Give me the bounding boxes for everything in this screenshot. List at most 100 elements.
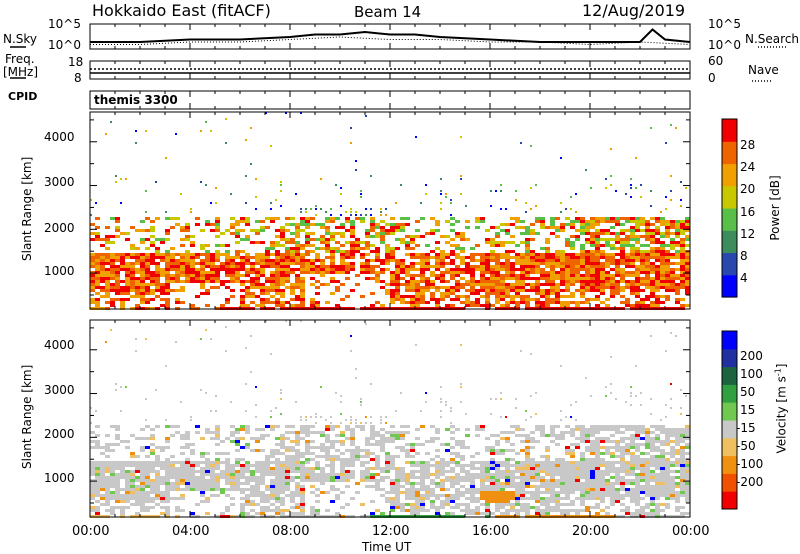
- velocity-cell: [365, 440, 370, 443]
- power-cell: [205, 265, 210, 268]
- power-cell: [175, 223, 180, 226]
- velocity-cell: [175, 479, 180, 482]
- power-cell: [170, 253, 175, 256]
- velocity-cell: [530, 467, 535, 470]
- velocity-cell: [250, 371, 252, 373]
- velocity-cell: [275, 452, 280, 455]
- velocity-cell: [270, 470, 275, 473]
- power-cell: [285, 247, 290, 250]
- power-cell: [625, 244, 630, 247]
- power-cell: [510, 223, 515, 226]
- velocity-cell: [180, 461, 185, 464]
- power-cell: [525, 277, 530, 280]
- velocity-cell: [150, 464, 155, 467]
- velocity-cell: [490, 500, 495, 503]
- velocity-cell: [115, 485, 120, 488]
- power-cell: [685, 223, 690, 226]
- power-cell: [100, 244, 105, 247]
- power-cell: [630, 292, 635, 295]
- power-cell: [245, 286, 250, 289]
- velocity-cell: [525, 467, 530, 470]
- power-cell: [450, 304, 455, 307]
- velocity-cell: [520, 440, 525, 443]
- velocity-cell: [295, 401, 297, 403]
- power-cell: [675, 253, 680, 256]
- velocity-cell: [645, 440, 650, 443]
- power-cell: [565, 262, 570, 265]
- velocity-cell: [665, 464, 670, 467]
- velocity-cell: [450, 467, 455, 470]
- velocity-cell: [445, 494, 450, 497]
- power-cell: [665, 286, 670, 289]
- velocity-cell: [485, 470, 490, 473]
- power-cell: [410, 298, 415, 301]
- velocity-cell: [520, 494, 525, 497]
- velocity-cell: [175, 341, 177, 343]
- power-cell: [625, 274, 630, 277]
- power-cell: [680, 223, 685, 226]
- power-cell: [155, 253, 160, 256]
- power-cell: [200, 259, 205, 262]
- power-cell: [105, 253, 110, 256]
- power-cell: [525, 283, 530, 286]
- power-cell: [130, 265, 135, 268]
- power-cell: [560, 274, 565, 277]
- velocity-cell: [595, 494, 600, 497]
- power-cell: [160, 253, 165, 256]
- velocity-cell: [570, 509, 575, 512]
- velocity-cell: [260, 473, 265, 476]
- velocity-cell: [620, 503, 625, 506]
- velocity-cell: [165, 467, 170, 470]
- velocity-cell: [420, 482, 425, 485]
- velocity-cell: [440, 494, 445, 497]
- power-cell: [655, 289, 660, 292]
- power-cell: [445, 253, 450, 256]
- velocity-cell: [545, 506, 550, 509]
- power-cell: [620, 223, 625, 226]
- power-cell: [500, 241, 505, 244]
- velocity-cell: [685, 437, 690, 440]
- power-cell: [615, 265, 620, 268]
- velocity-cell: [570, 461, 575, 464]
- velocity-cell: [600, 476, 605, 479]
- velocity-cell: [260, 464, 265, 467]
- velocity-cell: [585, 473, 590, 476]
- velocity-cell: [180, 446, 185, 449]
- velocity-cell: [205, 488, 210, 491]
- power-cell: [155, 217, 160, 220]
- velocity-cell: [365, 461, 370, 464]
- velocity-cell: [430, 488, 435, 491]
- power-cell: [255, 232, 260, 235]
- power-cell: [590, 226, 595, 229]
- power-cell: [635, 304, 640, 307]
- velocity-cell: [145, 491, 150, 494]
- power-cell: [630, 238, 635, 241]
- velocity-cell: [630, 497, 635, 500]
- velocity-cell: [410, 491, 415, 494]
- velocity-cell: [400, 491, 405, 494]
- velocity-cell: [685, 497, 690, 500]
- power-cell: [645, 304, 650, 307]
- velocity-cell: [365, 416, 367, 418]
- power-cell: [475, 301, 480, 304]
- power-cell: [400, 262, 405, 265]
- power-cell: [185, 226, 190, 229]
- power-cell: [410, 295, 415, 298]
- power-cell: [380, 220, 385, 223]
- velocity-cell: [650, 473, 655, 476]
- velocity-cell: [300, 500, 305, 503]
- power-cell: [105, 277, 110, 280]
- power-cell: [415, 280, 420, 283]
- power-cell: [95, 262, 100, 265]
- velocity-cell: [560, 437, 565, 440]
- power-cell: [215, 229, 220, 232]
- power-cell: [370, 226, 375, 229]
- velocity-cell: [150, 485, 155, 488]
- power-cell: [185, 280, 190, 283]
- power-cell: [685, 280, 690, 283]
- power-cell: [545, 304, 550, 307]
- velocity-cell: [260, 479, 265, 482]
- power-cell: [500, 268, 505, 271]
- power-cell: [230, 289, 235, 292]
- velocity-cell: [185, 437, 190, 440]
